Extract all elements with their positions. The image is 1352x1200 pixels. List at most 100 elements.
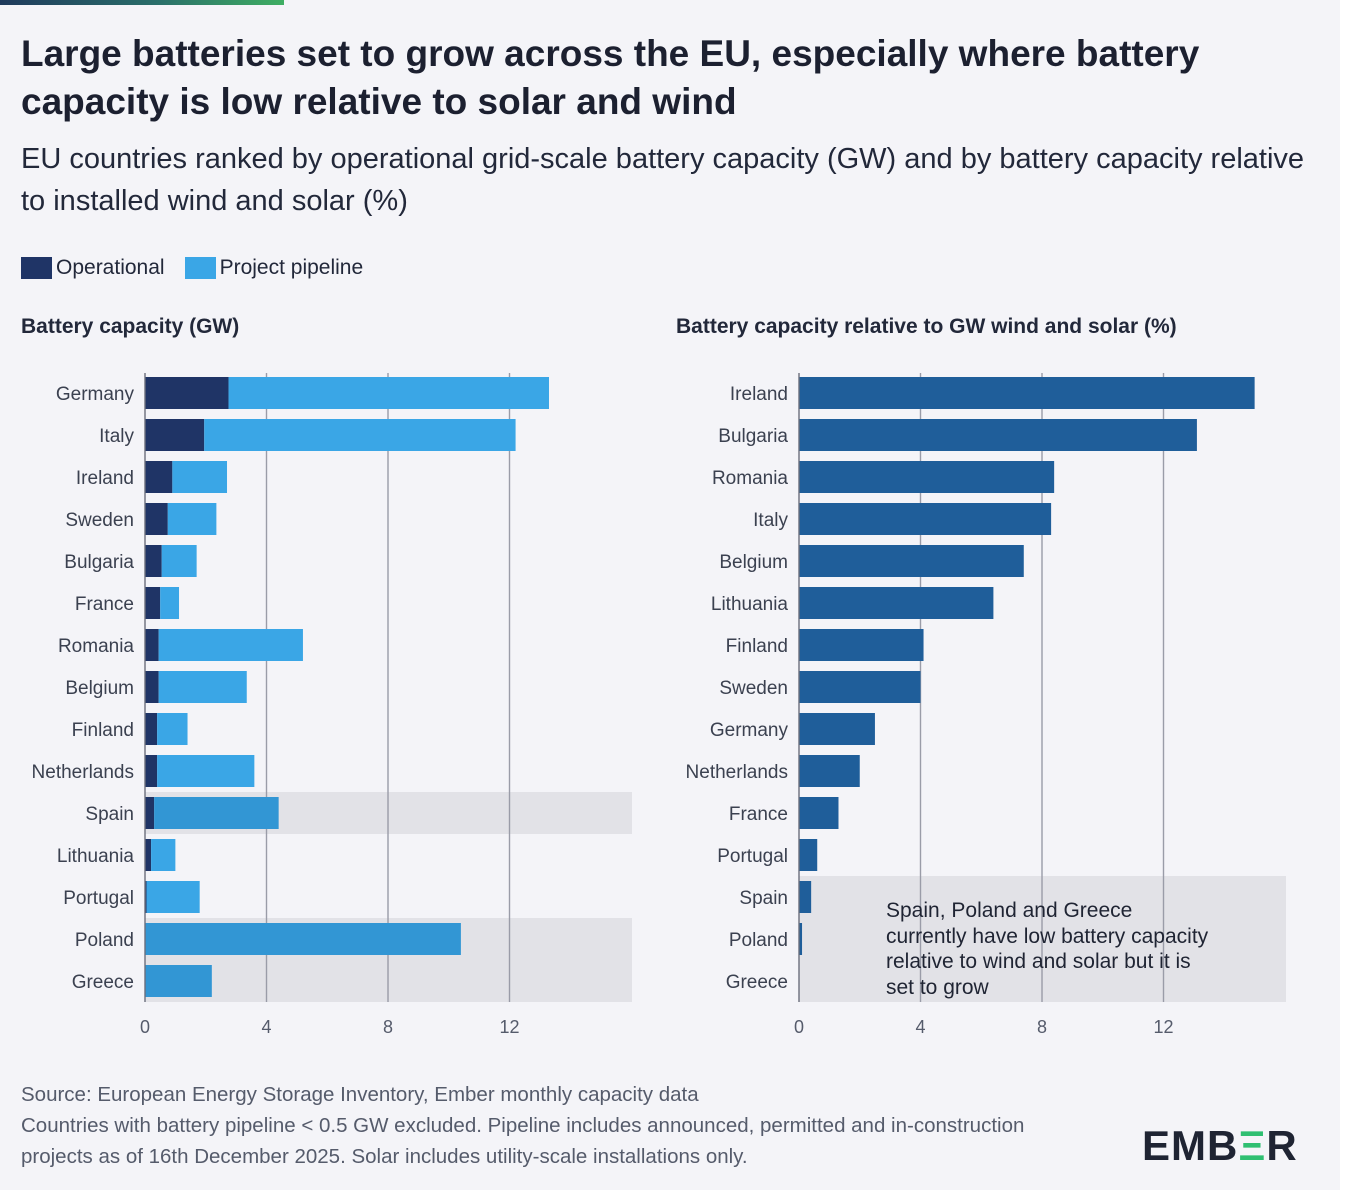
- x-tick-label: 12: [499, 1017, 519, 1037]
- bar-project-pipeline-poland: [145, 923, 461, 955]
- x-tick-label: 0: [794, 1017, 804, 1037]
- chart-plot-area: Germany Italy Ireland Sweden Bulgaria France R…: [32, 373, 1286, 1037]
- right-bar-chart: Ireland Bulgaria Romania Italy Belgium Lithua…: [686, 373, 1286, 1037]
- bar-france: [799, 797, 839, 829]
- category-label-spain: Spain: [85, 804, 134, 825]
- bar-project-pipeline-finland: [157, 713, 188, 745]
- bar-poland: [799, 923, 803, 955]
- footer-source: Source: European Energy Storage Inventor…: [21, 1083, 699, 1106]
- footer-note: Countries with battery pipeline < 0.5 GW…: [21, 1114, 1025, 1168]
- bar-spain: [799, 881, 812, 913]
- bar-project-pipeline-italy: [204, 419, 516, 451]
- bar-portugal: [799, 839, 818, 871]
- bar-project-pipeline-greece: [145, 965, 212, 997]
- bar-project-pipeline-spain: [154, 797, 279, 829]
- bar-project-pipeline-sweden: [167, 503, 217, 535]
- x-tick-label: 4: [261, 1017, 271, 1037]
- bar-germany: [799, 713, 875, 745]
- brand-accent-bar: [0, 0, 284, 5]
- bar-sweden: [799, 671, 921, 703]
- bar-operational-belgium: [145, 671, 159, 703]
- bar-belgium: [799, 545, 1024, 577]
- bar-operational-netherlands: [145, 755, 158, 787]
- bar-netherlands: [799, 755, 860, 787]
- bar-project-pipeline-romania: [158, 629, 303, 661]
- bar-project-pipeline-portugal: [146, 881, 200, 913]
- category-label-netherlands: Netherlands: [686, 762, 788, 783]
- left-panel-title: Battery capacity (GW): [21, 315, 240, 338]
- legend: Operational Project pipeline: [21, 254, 383, 282]
- bar-operational-ireland: [145, 461, 173, 493]
- bar-operational-portugal: [145, 881, 147, 913]
- category-label-greece: Greece: [726, 972, 788, 993]
- bar-operational-romania: [145, 629, 159, 661]
- category-label-sweden: Sweden: [719, 678, 788, 699]
- logo-text-end: R: [1266, 1122, 1298, 1169]
- category-label-bulgaria: Bulgaria: [718, 426, 788, 447]
- right-panel-title: Battery capacity relative to GW wind and…: [676, 315, 1177, 338]
- bar-operational-france: [145, 587, 161, 619]
- bar-operational-spain: [145, 797, 155, 829]
- bar-italy: [799, 503, 1052, 535]
- category-label-ireland: Ireland: [76, 468, 134, 489]
- x-tick-label: 0: [140, 1017, 150, 1037]
- bar-project-pipeline-bulgaria: [161, 545, 197, 577]
- category-label-belgium: Belgium: [65, 678, 134, 699]
- bar-project-pipeline-netherlands: [157, 755, 255, 787]
- category-label-sweden: Sweden: [65, 510, 134, 531]
- bar-project-pipeline-ireland: [172, 461, 228, 493]
- bar-romania: [799, 461, 1055, 493]
- category-label-portugal: Portugal: [63, 888, 134, 909]
- category-label-poland: Poland: [75, 930, 134, 951]
- bar-project-pipeline-france: [160, 587, 180, 619]
- category-label-ireland: Ireland: [730, 384, 788, 405]
- category-label-portugal: Portugal: [717, 846, 788, 867]
- category-label-romania: Romania: [712, 468, 788, 489]
- category-label-bulgaria: Bulgaria: [64, 552, 134, 573]
- logo-text-accent: Ξ: [1238, 1122, 1267, 1169]
- chart-annotation: Spain, Poland and Greece currently have …: [886, 899, 1209, 999]
- bar-project-pipeline-lithuania: [151, 839, 176, 871]
- footer: Source: European Energy Storage Inventor…: [21, 1079, 1081, 1172]
- category-label-netherlands: Netherlands: [32, 762, 134, 783]
- bar-ireland: [799, 377, 1255, 409]
- category-label-italy: Italy: [99, 426, 134, 447]
- legend-label-pipeline: Project pipeline: [219, 256, 364, 279]
- legend-swatch-pipeline: [184, 257, 216, 279]
- category-label-lithuania: Lithuania: [711, 594, 789, 615]
- category-label-finland: Finland: [726, 636, 788, 657]
- category-label-lithuania: Lithuania: [57, 846, 135, 867]
- category-label-poland: Poland: [729, 930, 788, 951]
- logo-text-start: EMB: [1142, 1122, 1239, 1169]
- bar-operational-finland: [145, 713, 158, 745]
- category-label-germany: Germany: [710, 720, 789, 741]
- category-label-belgium: Belgium: [719, 552, 788, 573]
- category-label-spain: Spain: [739, 888, 788, 909]
- bar-project-pipeline-germany: [228, 377, 549, 409]
- x-tick-label: 12: [1153, 1017, 1173, 1037]
- legend-item-pipeline: Project pipeline: [184, 256, 364, 280]
- bar-operational-lithuania: [145, 839, 152, 871]
- category-label-france: France: [729, 804, 788, 825]
- legend-label-operational: Operational: [56, 256, 165, 279]
- bar-project-pipeline-belgium: [158, 671, 247, 703]
- category-label-germany: Germany: [56, 384, 135, 405]
- legend-swatch-operational: [21, 257, 52, 279]
- bar-operational-germany: [145, 377, 229, 409]
- bar-operational-bulgaria: [145, 545, 162, 577]
- category-label-italy: Italy: [753, 510, 788, 531]
- category-label-finland: Finland: [72, 720, 134, 741]
- ember-logo: EMBΞR: [1142, 1122, 1298, 1170]
- bar-lithuania: [799, 587, 994, 619]
- left-bar-chart: Germany Italy Ireland Sweden Bulgaria France R…: [32, 373, 632, 1037]
- category-label-greece: Greece: [72, 972, 134, 993]
- bar-bulgaria: [799, 419, 1197, 451]
- x-tick-label: 8: [383, 1017, 393, 1037]
- bar-finland: [799, 629, 924, 661]
- chart-subtitle: EU countries ranked by operational grid-…: [21, 143, 1305, 217]
- category-label-romania: Romania: [58, 636, 134, 657]
- legend-item-operational: Operational: [21, 256, 165, 280]
- chart-title: Large batteries set to grow across the E…: [21, 33, 1200, 122]
- category-label-france: France: [75, 594, 134, 615]
